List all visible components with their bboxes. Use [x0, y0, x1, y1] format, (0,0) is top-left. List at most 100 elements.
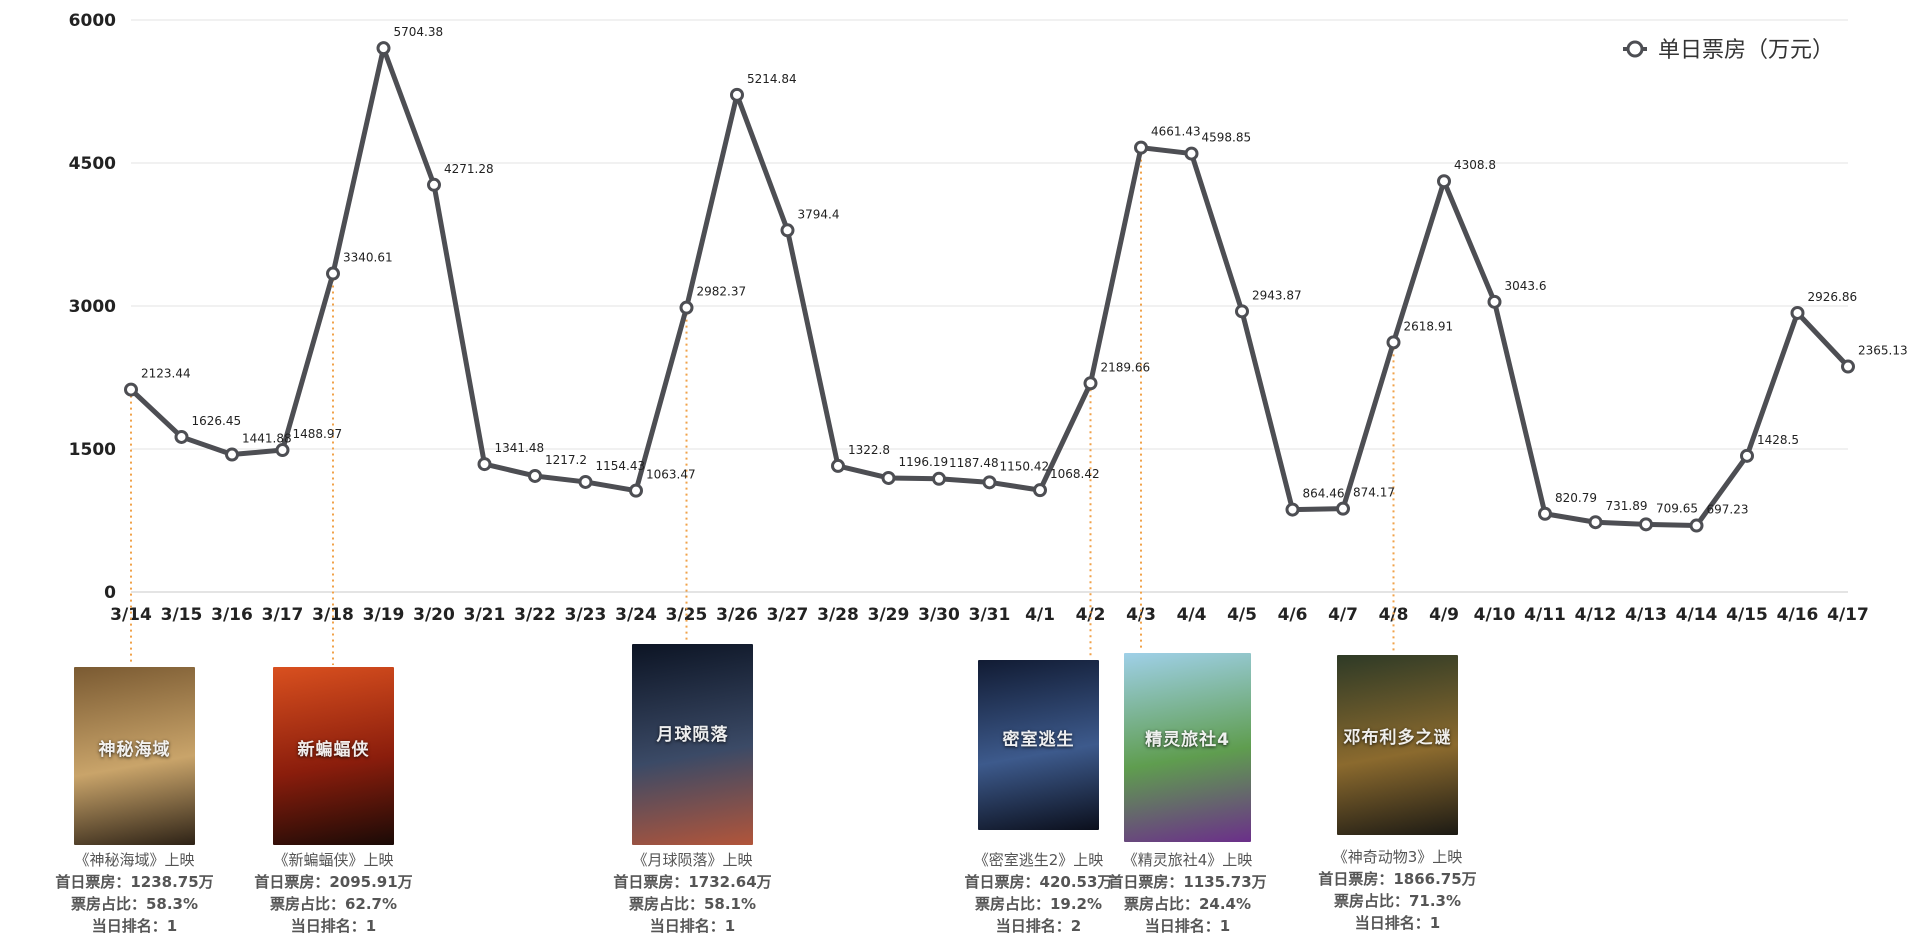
- data-label: 1322.8: [848, 443, 890, 457]
- data-label: 2365.13: [1858, 344, 1908, 358]
- release-info: 《新蝙蝠侠》上映 首日票房：2095.91万 票房占比：62.7% 当日排名：1: [224, 849, 444, 937]
- data-point: [629, 483, 643, 498]
- x-tick-label: 4/15: [1726, 605, 1768, 625]
- data-point: [1336, 501, 1350, 516]
- data-label: 874.17: [1353, 486, 1395, 500]
- x-tick-label: 4/5: [1227, 605, 1257, 625]
- data-point: [1285, 502, 1300, 517]
- data-point: [1033, 483, 1047, 498]
- data-point: [1437, 174, 1451, 189]
- release-title: 《新蝙蝠侠》上映: [273, 851, 394, 869]
- data-label: 1488.97: [293, 427, 343, 441]
- poster-title: 邓布利多之谜: [1343, 728, 1452, 749]
- y-tick-label: 3000: [69, 297, 116, 317]
- x-tick-label: 3/28: [817, 605, 859, 625]
- box-office-share: 票房占比：19.2%: [974, 895, 1103, 913]
- data-point: [477, 457, 492, 472]
- x-tick-label: 4/3: [1126, 605, 1156, 625]
- x-tick-label: 4/13: [1625, 605, 1667, 625]
- data-label: 3794.4: [798, 207, 840, 221]
- legend-label: 单日票房（万元）: [1658, 38, 1834, 63]
- x-tick-label: 4/7: [1328, 605, 1358, 625]
- data-label: 2123.44: [141, 367, 191, 381]
- data-point: [730, 87, 744, 102]
- data-point: [376, 41, 391, 56]
- daily-rank: 当日排名：1: [1354, 914, 1441, 932]
- data-label: 864.46: [1303, 487, 1345, 501]
- poster-title: 月球陨落: [656, 725, 729, 746]
- poster-title: 精灵旅社4: [1145, 729, 1230, 750]
- first-day-box-office: 首日票房：420.53万: [964, 873, 1113, 891]
- legend: 单日票房（万元）: [1623, 38, 1834, 63]
- data-point: [1639, 517, 1653, 532]
- data-point: [1689, 518, 1704, 533]
- x-tick-label: 3/30: [918, 605, 960, 625]
- release-title: 《精灵旅社4》上映: [1122, 851, 1253, 869]
- data-label: 5214.84: [747, 72, 797, 86]
- data-point: [1083, 376, 1098, 391]
- data-label: 1626.45: [192, 414, 242, 428]
- first-day-box-office: 首日票房：1238.75万: [55, 873, 214, 891]
- data-point: [982, 475, 997, 490]
- first-day-box-office: 首日票房：2095.91万: [254, 873, 413, 891]
- data-point: [1386, 335, 1401, 350]
- x-tick-label: 3/31: [969, 605, 1011, 625]
- x-tick-label: 3/15: [161, 605, 203, 625]
- data-point: [1235, 304, 1249, 319]
- box-office-share: 票房占比：62.7%: [269, 895, 398, 913]
- data-point: [831, 458, 845, 473]
- data-point: [427, 177, 441, 192]
- data-label: 709.65: [1656, 501, 1698, 515]
- movie-poster: 新蝙蝠侠: [273, 667, 394, 845]
- data-label: 3340.61: [343, 251, 393, 265]
- data-point: [174, 429, 189, 444]
- daily-rank: 当日排名：1: [91, 917, 178, 935]
- x-axis-ticks: 3/14 3/15 3/16 3/17 3/18 3/19 3/20 3/21 3/22 3/23…: [110, 605, 1869, 625]
- first-day-box-office: 首日票房：1866.75万: [1318, 870, 1477, 888]
- daily-rank: 当日排名：1: [649, 917, 736, 935]
- data-label: 3043.6: [1505, 279, 1547, 293]
- release-info: 《精灵旅社4》上映 首日票房：1135.73万 票房占比：24.4% 当日排名：1: [1078, 849, 1298, 937]
- data-label: 1196.19: [899, 455, 949, 469]
- data-label: 1063.47: [646, 468, 696, 482]
- x-tick-label: 4/17: [1827, 605, 1869, 625]
- data-point: [1487, 294, 1502, 309]
- data-label: 1428.5: [1757, 433, 1799, 447]
- data-point: [1841, 359, 1855, 374]
- series-line: [129, 45, 1850, 529]
- data-points: [124, 41, 1855, 533]
- data-point: [326, 266, 340, 281]
- data-label: 1068.42: [1050, 467, 1100, 481]
- daily-rank: 当日排名：1: [1144, 917, 1231, 935]
- data-point: [275, 443, 290, 458]
- x-tick-label: 3/24: [615, 605, 657, 625]
- x-tick-label: 3/20: [413, 605, 455, 625]
- y-tick-label: 0: [104, 583, 116, 603]
- box-office-share: 票房占比：71.3%: [1333, 892, 1462, 910]
- x-tick-label: 3/16: [211, 605, 253, 625]
- data-point: [679, 300, 694, 315]
- data-point: [1538, 506, 1552, 521]
- data-label: 2926.86: [1808, 290, 1858, 304]
- x-tick-label: 3/29: [868, 605, 910, 625]
- release-title: 《神秘海域》上映: [74, 851, 195, 869]
- data-label: 4598.85: [1202, 131, 1252, 145]
- grid-lines: [131, 19, 1848, 593]
- data-label: 1154.43: [596, 459, 646, 473]
- data-label: 1217.2: [545, 453, 587, 467]
- data-label: 731.89: [1606, 499, 1648, 513]
- poster-title: 密室逃生: [1002, 729, 1075, 750]
- movie-poster: 密室逃生: [978, 660, 1099, 830]
- x-tick-label: 4/4: [1177, 605, 1207, 625]
- data-label: 1341.48: [495, 441, 545, 455]
- data-point: [932, 471, 946, 486]
- data-point: [780, 223, 795, 238]
- release-title: 《月球陨落》上映: [632, 851, 753, 869]
- daily-rank: 当日排名：2: [995, 917, 1082, 935]
- release-title: 《神奇动物3》上映: [1332, 848, 1463, 866]
- data-label: 4661.43: [1151, 125, 1201, 139]
- box-office-share: 票房占比：24.4%: [1123, 895, 1252, 913]
- x-tick-label: 3/23: [565, 605, 607, 625]
- data-point: [1790, 305, 1805, 320]
- box-office-share: 票房占比：58.3%: [70, 895, 199, 913]
